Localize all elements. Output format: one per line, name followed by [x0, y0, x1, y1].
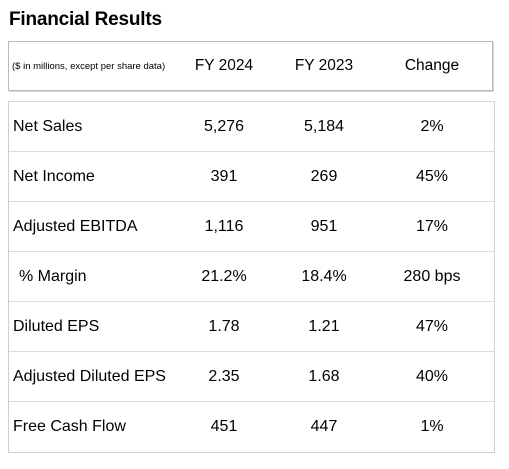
- row-fy2023: 951: [310, 217, 338, 235]
- row-fy2024: 391: [210, 167, 238, 185]
- row-change: 45%: [415, 167, 449, 185]
- table-row: Diluted EPS 1.78 1.21 47%: [9, 302, 494, 352]
- header-units-label: ($ in millions, except per share data): [12, 60, 166, 72]
- row-fy2024: 451: [210, 418, 238, 435]
- row-fy2024: 5,276: [203, 117, 245, 135]
- header-fy2024: FY 2024: [194, 57, 254, 74]
- row-change: 47%: [415, 317, 449, 335]
- table-row: Free Cash Flow 451 447 1%: [9, 402, 494, 452]
- row-fy2023: 1.68: [308, 367, 340, 385]
- header-change: Change: [404, 57, 460, 74]
- row-fy2024: 1.78: [208, 317, 240, 335]
- results-table: Net Sales 5,276 5,184 2% Net Income 391 …: [8, 101, 495, 453]
- row-fy2023: 5,184: [303, 117, 345, 135]
- table-row: % Margin 21.2% 18.4% 280 bps: [9, 252, 494, 302]
- row-fy2023: 1.21: [308, 317, 340, 335]
- table-row: Net Income 391 269 45%: [9, 152, 494, 202]
- row-change: 1%: [420, 418, 444, 435]
- row-change: 17%: [415, 217, 449, 235]
- row-label: Diluted EPS: [13, 317, 100, 335]
- row-label: % Margin: [19, 267, 87, 285]
- row-label: Free Cash Flow: [13, 418, 126, 435]
- row-label: Net Sales: [13, 117, 83, 135]
- row-fy2023: 18.4%: [301, 267, 347, 285]
- row-label: Net Income: [13, 167, 95, 185]
- table-row: Net Sales 5,276 5,184 2%: [9, 102, 494, 152]
- row-label: Adjusted Diluted EPS: [13, 367, 166, 385]
- row-fy2023: 447: [310, 418, 338, 435]
- table-row: Adjusted EBITDA 1,116 951 17%: [9, 202, 494, 252]
- table-header: ($ in millions, except per share data) F…: [8, 41, 493, 91]
- row-fy2024: 21.2%: [201, 267, 247, 285]
- header-fy2023: FY 2023: [294, 57, 354, 74]
- row-fy2023: 269: [310, 167, 338, 185]
- table-row: Adjusted Diluted EPS 2.35 1.68 40%: [9, 352, 494, 402]
- row-change: 280 bps: [403, 267, 461, 285]
- row-change: 2%: [420, 117, 444, 135]
- row-label: Adjusted EBITDA: [13, 217, 138, 235]
- row-fy2024: 2.35: [208, 367, 240, 385]
- row-fy2024: 1,116: [204, 217, 244, 235]
- page-title: Financial Results: [9, 9, 162, 30]
- row-change: 40%: [415, 367, 449, 385]
